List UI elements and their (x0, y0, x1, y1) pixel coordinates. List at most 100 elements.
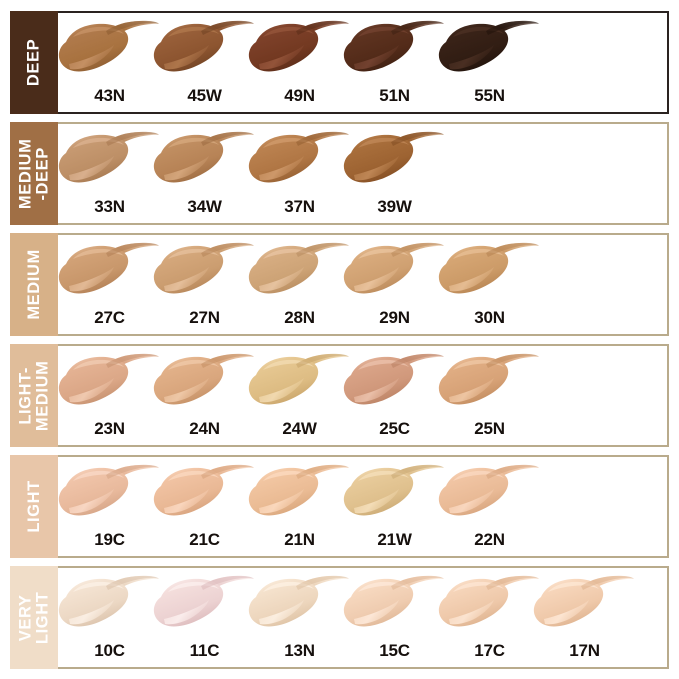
foundation-smear-39w (343, 131, 444, 183)
shade-code-label: 21W (377, 530, 412, 549)
shade-code-label: 13N (284, 641, 315, 660)
swatch-22n[interactable]: 22N (438, 460, 539, 556)
swatch-39w[interactable]: 39W (343, 127, 444, 223)
swatch-19c[interactable]: 19C (58, 460, 159, 556)
smear-wrap (338, 351, 448, 419)
shade-code-label: 24W (282, 419, 317, 438)
foundation-smear-15c (343, 575, 444, 627)
swatch-28n[interactable]: 28N (248, 238, 349, 334)
shade-code-label: 51N (379, 86, 410, 105)
category-tab-light: LIGHT (10, 455, 58, 558)
smear-wrap (148, 18, 258, 86)
foundation-smear-34w (153, 131, 254, 183)
smear-wrap (148, 573, 258, 641)
smear-wrap (338, 240, 448, 308)
category-tab-medium: MEDIUM (10, 233, 58, 336)
swatch-13n[interactable]: 13N (248, 571, 349, 667)
shade-row-medium-deep: MEDIUM -DEEP 33N 34W 37N 39W (10, 122, 669, 225)
smear-wrap (148, 240, 258, 308)
swatch-34w[interactable]: 34W (153, 127, 254, 223)
swatch-51n[interactable]: 51N (343, 16, 444, 112)
foundation-smear-51n (343, 20, 444, 72)
swatch-panel: 10C 11C 13N 15C 17C 17N (58, 566, 669, 669)
foundation-smear-37n (248, 131, 349, 183)
swatch-panel: 27C 27N 28N 29N 30N (58, 233, 669, 336)
category-label: MEDIUM -DEEP (16, 138, 52, 209)
category-tab-medium-deep: MEDIUM -DEEP (10, 122, 58, 225)
shade-code-label: 34W (187, 197, 222, 216)
foundation-smear-25c (343, 353, 444, 405)
swatch-17c[interactable]: 17C (438, 571, 539, 667)
swatch-15c[interactable]: 15C (343, 571, 444, 667)
swatch-30n[interactable]: 30N (438, 238, 539, 334)
swatch-21n[interactable]: 21N (248, 460, 349, 556)
smear-wrap (243, 351, 353, 419)
swatch-17n[interactable]: 17N (533, 571, 634, 667)
swatch-list: 23N 24N 24W 25C 25N (58, 346, 667, 445)
shade-code-label: 21C (189, 530, 220, 549)
swatch-25c[interactable]: 25C (343, 349, 444, 445)
smear-wrap (243, 18, 353, 86)
category-tab-light-medium: LIGHT- MEDIUM (10, 344, 58, 447)
swatch-43n[interactable]: 43N (58, 16, 159, 112)
shade-code-label: 30N (474, 308, 505, 327)
swatch-29n[interactable]: 29N (343, 238, 444, 334)
swatch-24n[interactable]: 24N (153, 349, 254, 445)
category-label: DEEP (24, 38, 43, 87)
swatch-25n[interactable]: 25N (438, 349, 539, 445)
smear-wrap (338, 573, 448, 641)
smear-wrap (243, 462, 353, 530)
smear-wrap (338, 129, 448, 197)
shade-code-label: 25C (379, 419, 410, 438)
smear-wrap (433, 351, 543, 419)
foundation-smear-10c (58, 575, 159, 627)
smear-wrap (58, 240, 163, 308)
shade-code-label: 21N (284, 530, 315, 549)
shade-code-label: 43N (94, 86, 125, 105)
swatch-37n[interactable]: 37N (248, 127, 349, 223)
swatch-21w[interactable]: 21W (343, 460, 444, 556)
foundation-smear-27n (153, 242, 254, 294)
shade-code-label: 17C (474, 641, 505, 660)
swatch-23n[interactable]: 23N (58, 349, 159, 445)
foundation-smear-49n (248, 20, 349, 72)
category-tab-very-light: VERY LIGHT (10, 566, 58, 669)
shade-code-label: 19C (94, 530, 125, 549)
category-label: VERY LIGHT (16, 591, 51, 644)
swatch-45w[interactable]: 45W (153, 16, 254, 112)
swatch-27c[interactable]: 27C (58, 238, 159, 334)
swatch-49n[interactable]: 49N (248, 16, 349, 112)
foundation-smear-11c (153, 575, 254, 627)
swatch-10c[interactable]: 10C (58, 571, 159, 667)
swatch-27n[interactable]: 27N (153, 238, 254, 334)
foundation-smear-23n (58, 353, 159, 405)
shade-row-medium: MEDIUM 27C 27N 28N 29N 30N (10, 233, 669, 336)
swatch-21c[interactable]: 21C (153, 460, 254, 556)
smear-wrap (58, 573, 163, 641)
shade-code-label: 25N (474, 419, 505, 438)
foundation-smear-30n (438, 242, 539, 294)
shade-code-label: 55N (474, 86, 505, 105)
swatch-panel: 23N 24N 24W 25C 25N (58, 344, 669, 447)
category-label: LIGHT- MEDIUM (16, 360, 52, 431)
swatch-11c[interactable]: 11C (153, 571, 254, 667)
foundation-smear-43n (58, 20, 159, 72)
shade-row-light: LIGHT 19C 21C 21N 21W 22N (10, 455, 669, 558)
foundation-smear-27c (58, 242, 159, 294)
smear-wrap (338, 18, 448, 86)
smear-wrap (433, 573, 543, 641)
foundation-smear-55n (438, 20, 539, 72)
shade-code-label: 29N (379, 308, 410, 327)
category-label: LIGHT (24, 480, 43, 533)
swatch-55n[interactable]: 55N (438, 16, 539, 112)
foundation-smear-21c (153, 464, 254, 516)
category-label: MEDIUM (24, 249, 43, 320)
swatch-33n[interactable]: 33N (58, 127, 159, 223)
foundation-smear-13n (248, 575, 349, 627)
smear-wrap (58, 18, 163, 86)
swatch-24w[interactable]: 24W (248, 349, 349, 445)
foundation-smear-17c (438, 575, 539, 627)
foundation-smear-21n (248, 464, 349, 516)
foundation-smear-17n (533, 575, 634, 627)
shade-code-label: 39W (377, 197, 412, 216)
